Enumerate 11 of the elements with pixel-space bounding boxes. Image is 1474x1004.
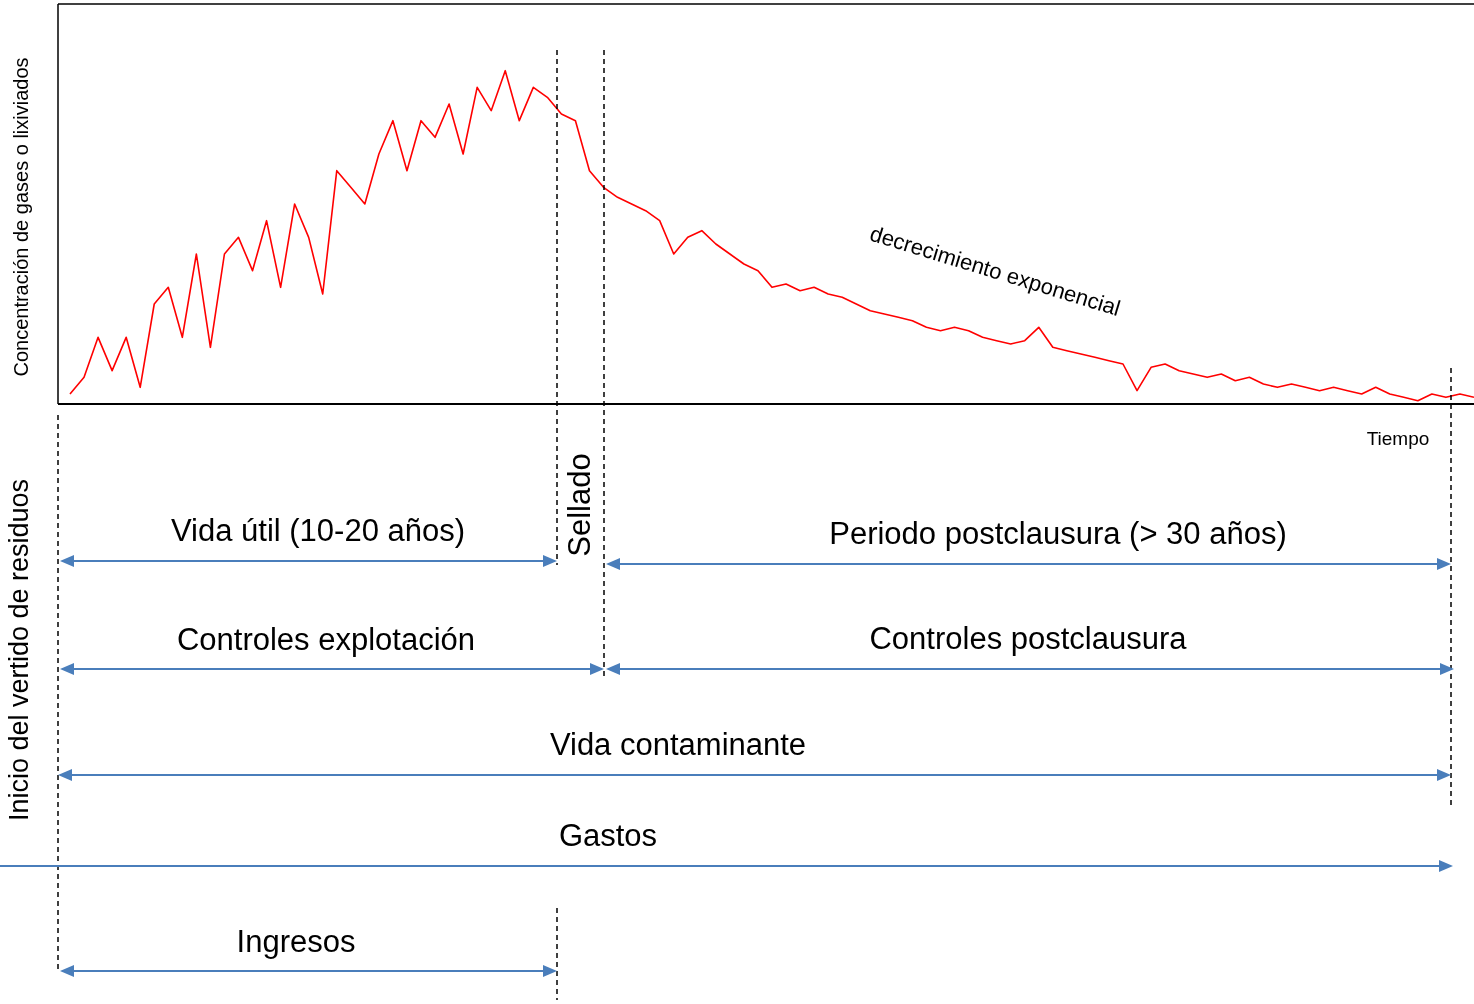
text: Controles explotación — [176, 622, 476, 657]
text: Vida contaminante — [549, 727, 807, 762]
x-axis-title: Tiempo — [1366, 428, 1430, 449]
text: Controles postclausura — [869, 621, 1188, 656]
y-axis-title: Concentración de gases o lixiviados — [10, 57, 32, 377]
text: Periodo postclausura (> 30 años) — [829, 516, 1287, 551]
text: Vida útil (10-20 años) — [170, 513, 466, 548]
text: Inicio del vertido de residuos — [4, 478, 34, 822]
text: Sellado — [562, 453, 597, 557]
text: Gastos — [558, 818, 658, 853]
text: Ingresos — [236, 924, 356, 959]
